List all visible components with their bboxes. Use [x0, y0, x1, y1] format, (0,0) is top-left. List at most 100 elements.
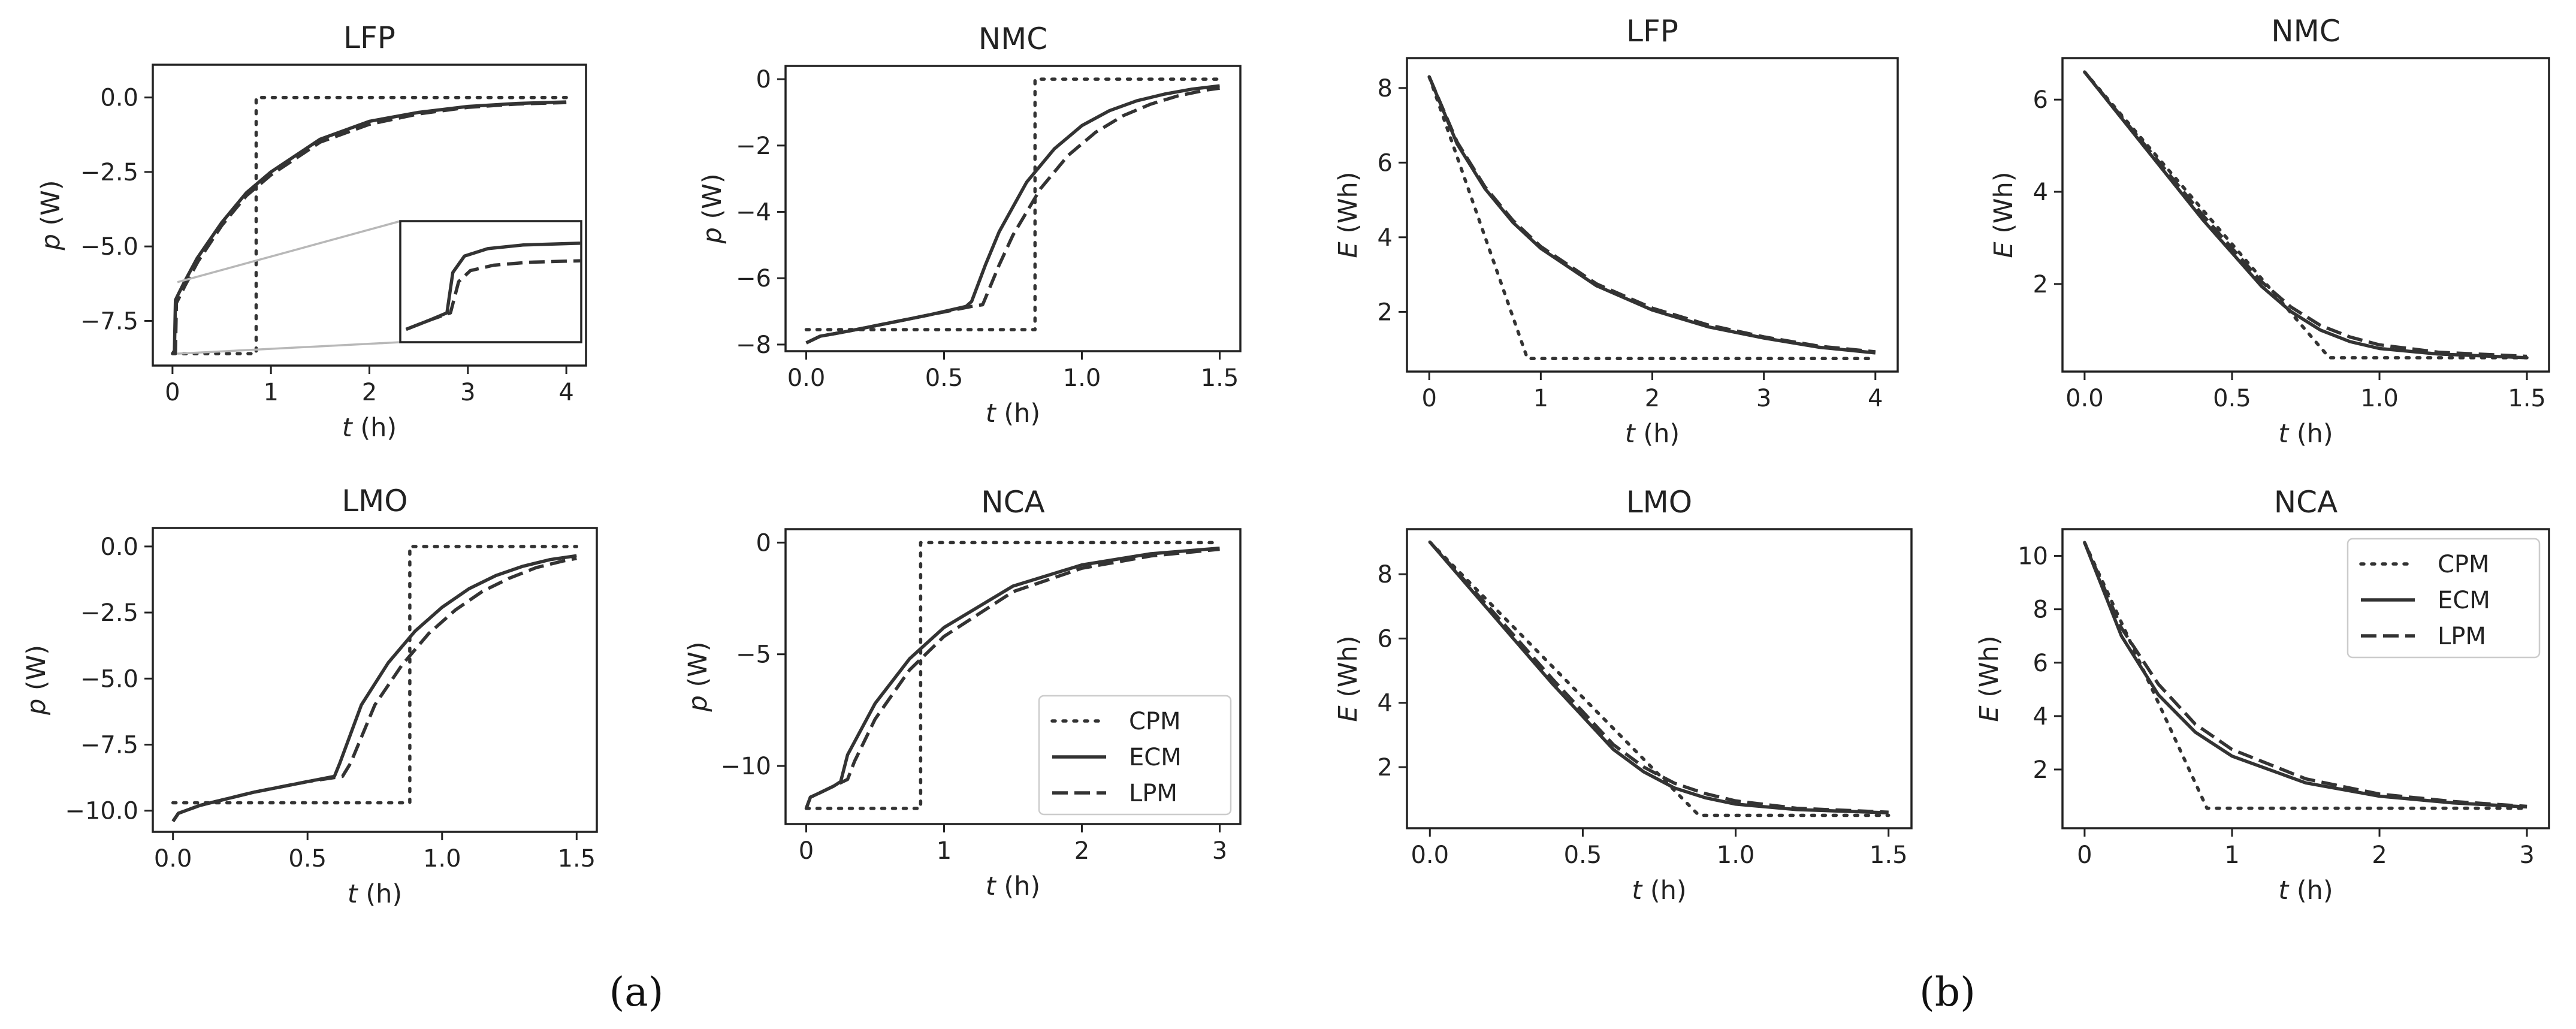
x-tick-label: 0.5	[2213, 385, 2251, 412]
x-tick-label: 1.5	[1201, 364, 1239, 392]
x-tick-label: 1	[937, 837, 952, 865]
x-tick-label: 1.0	[1063, 364, 1101, 392]
y-tick-label: 6	[2033, 650, 2048, 677]
y-tick-label: −2	[736, 132, 771, 160]
chart-a-nca: NCA 0 1 2 3 −10 −5 0 t (h) p (W) CPM ECM LPM	[683, 485, 1242, 901]
series-cpm-line	[1427, 75, 1877, 360]
series-ecm-line	[2083, 542, 2527, 809]
x-tick-label: 1.5	[2508, 385, 2546, 412]
x-tick-label: 0.0	[787, 364, 826, 392]
y-tick-label: 10	[2018, 543, 2048, 571]
x-axis-label: t (h)	[342, 413, 397, 443]
inset-connector	[177, 220, 401, 283]
y-tick-label: −7.5	[80, 732, 138, 759]
x-axis-label: t (h)	[1632, 876, 1686, 906]
series-cpm-line	[171, 545, 579, 805]
series-lpm-line	[1429, 541, 1889, 814]
legend: CPM ECM LPM	[1038, 695, 1232, 816]
series-ecm-line	[171, 554, 577, 822]
x-tick-label: 1	[263, 379, 278, 406]
legend-box	[2347, 538, 2541, 659]
series-cpm-line	[171, 95, 568, 355]
panel-label-a: (a)	[609, 969, 664, 1015]
y-tick-label: −2.5	[80, 599, 138, 627]
x-tick-label: 0	[165, 379, 180, 406]
x-tick-label: 3	[460, 379, 475, 406]
chart-title: LFP	[343, 20, 395, 55]
y-tick-label: 0	[756, 66, 771, 93]
x-axis-label: t (h)	[2278, 419, 2333, 449]
series-lpm-line	[804, 547, 1220, 809]
y-tick-label: 4	[1378, 690, 1393, 717]
series-ecm-line	[2083, 71, 2527, 360]
series-lpm-line	[2083, 542, 2527, 808]
y-tick-label: −5.0	[80, 665, 138, 693]
plot-frame	[1406, 57, 1899, 373]
chart-b-lfp: LFP 0 1 2 3 4 2 4 6 8 t (h) E (Wh)	[1333, 14, 1899, 449]
y-tick-label: −5.0	[80, 233, 138, 261]
x-tick-label: 2	[2372, 841, 2387, 869]
legend: CPM ECM LPM	[2347, 538, 2541, 659]
chart-b-nca: NCA 0 1 2 3 2 4 6 8 10 t (h) E (Wh) CPM ECM LPM	[1974, 485, 2550, 906]
plot-frame	[784, 65, 1242, 352]
y-tick-label: 2	[2033, 271, 2048, 298]
y-axis-label: p (W)	[22, 645, 52, 716]
plot-frame	[1406, 528, 1913, 829]
x-axis-label: t (h)	[2278, 876, 2333, 906]
panel-label-b: (b)	[1919, 969, 1976, 1015]
x-tick-label: 1	[1533, 385, 1548, 412]
legend-label-cpm: CPM	[1129, 708, 1181, 735]
chart-title: NMC	[979, 22, 1047, 56]
chart-title: NMC	[2271, 14, 2340, 49]
y-tick-label: 6	[1378, 149, 1393, 177]
y-tick-label: 4	[1378, 224, 1393, 252]
chart-title: NCA	[981, 485, 1045, 520]
x-tick-label: 3	[1212, 837, 1227, 865]
y-tick-label: 0.0	[100, 533, 138, 561]
chart-a-lfp: LFP 0 1 2 3 4 −7.5 −5.0 −2.5 0.0 t (h) p (W)	[36, 20, 587, 443]
y-tick-label: −4	[736, 199, 771, 227]
x-tick-label: 0	[2077, 841, 2092, 869]
chart-title: NCA	[2274, 485, 2338, 520]
chart-a-nmc: NMC 0.0 0.5 1.0 1.5 −8 −6 −4 −2 0 t (h) p (W)	[697, 22, 1242, 429]
x-axis-label: t (h)	[1625, 419, 1680, 449]
series-cpm-line	[804, 77, 1222, 331]
chart-title: LMO	[1626, 485, 1692, 520]
x-tick-label: 1.0	[423, 845, 461, 873]
y-axis-label: p (W)	[36, 180, 66, 251]
y-tick-label: −5	[736, 641, 771, 669]
series-lpm-line	[171, 557, 577, 822]
inset-connector	[177, 341, 401, 355]
x-tick-label: 1	[2224, 841, 2239, 869]
plot-frame	[2061, 528, 2550, 829]
y-tick-label: 0	[756, 529, 771, 557]
y-tick-label: −7.5	[80, 307, 138, 335]
plot-frame	[152, 64, 587, 367]
y-tick-label: 2	[2033, 756, 2048, 784]
x-tick-label: 4	[1868, 385, 1883, 412]
x-tick-label: 0.0	[154, 845, 192, 873]
y-tick-label: −2.5	[80, 159, 138, 186]
series-ecm-line	[1429, 541, 1889, 814]
x-tick-label: 1.0	[1717, 841, 1755, 869]
x-tick-label: 3	[1756, 385, 1771, 412]
y-tick-label: −6	[736, 265, 771, 292]
series-cpm-line	[2083, 70, 2529, 360]
plot-frame	[784, 528, 1242, 825]
chart-title: LMO	[342, 484, 407, 518]
x-axis-label: t (h)	[986, 399, 1040, 429]
x-tick-label: 0.0	[1411, 841, 1449, 869]
x-tick-label: 4	[558, 379, 573, 406]
x-tick-label: 0.0	[2065, 385, 2104, 412]
legend-label-lpm: LPM	[2438, 623, 2486, 650]
y-axis-label: E (Wh)	[1333, 171, 1363, 258]
y-axis-label: E (Wh)	[1974, 635, 2004, 722]
chart-a-lmo: LMO 0.0 0.5 1.0 1.5 −10.0 −7.5 −5.0 −2.5 0.0 t (h)…	[22, 484, 598, 909]
series-cpm-line	[804, 541, 1222, 810]
x-axis-label: t (h)	[986, 871, 1040, 901]
x-tick-label: 2	[1074, 837, 1089, 865]
y-tick-label: 6	[1378, 625, 1393, 653]
y-tick-label: 6	[2033, 86, 2048, 114]
y-tick-label: 4	[2033, 703, 2048, 731]
